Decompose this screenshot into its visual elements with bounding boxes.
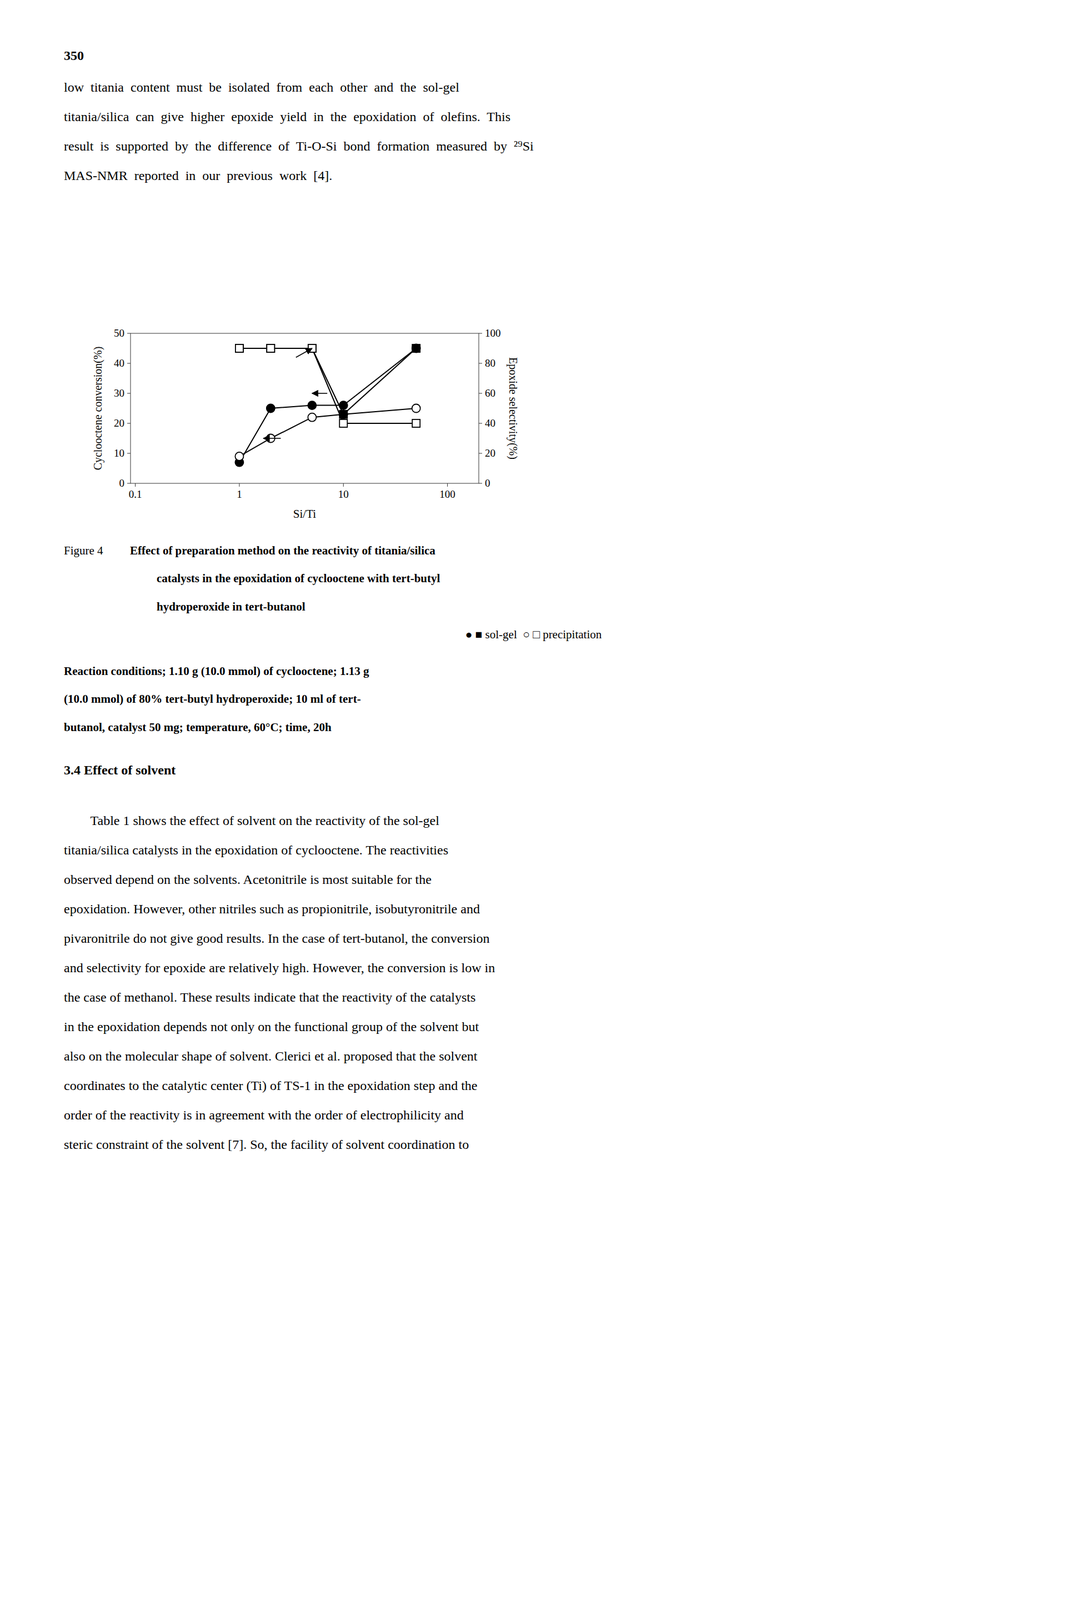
data-point [412,419,420,428]
conditions-text: Reaction conditions; 1.10 g (10.0 mmol) … [63,664,370,678]
caption-text: catalysts in the epoxidation of cyclooct… [156,571,441,585]
body-text: pivaronitrile do not give good results. … [63,930,490,946]
data-point [412,344,421,353]
x-tick [343,483,344,487]
y2-tick [478,363,483,364]
y2-axis-label: Epoxide selectivity(%) [506,357,520,460]
y-tick-label: 20 [113,417,125,429]
y-tick [127,423,131,424]
y2-tick-label: 0 [484,477,491,489]
data-point [266,344,275,353]
y-tick [127,363,131,364]
y2-tick [478,393,483,394]
body-text: epoxidation. However, other nitriles suc… [63,901,480,916]
body-text: MAS-NMR reported in our previous work [4… [63,168,333,183]
x-axis-label: Si/Ti [293,507,317,521]
x-tick-label: 0.1 [128,488,143,500]
data-point [412,404,421,413]
x-tick-label: 10 [338,488,349,500]
body-text: and selectivity for epoxide are relative… [63,960,495,975]
conditions-text: (10.0 mmol) of 80% tert-butyl hydroperox… [63,692,362,706]
plot-frame [130,333,479,484]
y-tick [127,453,131,454]
y2-tick [478,333,483,334]
annotation-arrow [263,437,281,439]
caption-text: Effect of preparation method on the reac… [129,543,436,558]
y-tick-label: 40 [113,357,125,369]
y-tick-label: 30 [113,387,125,399]
y2-tick [478,423,483,424]
y2-tick-label: 80 [484,357,496,369]
body-text: result is supported by the difference of… [63,138,534,154]
series-line [239,348,417,463]
annotation-arrow [296,348,313,358]
y2-tick-label: 60 [484,387,496,399]
y-tick-label: 10 [113,447,125,459]
data-point [266,404,275,413]
data-point [412,344,420,353]
section-header: 3.4 Effect of solvent [63,762,176,778]
body-text: in the epoxidation depends not only on t… [63,1019,480,1034]
data-point [234,452,244,461]
body-text: steric constraint of the solvent [7]. So… [63,1136,469,1152]
y2-tick-label: 100 [484,327,502,339]
body-text: low titania content must be isolated fro… [63,79,460,95]
annotation-arrow [312,392,328,394]
series-line [239,408,417,457]
data-point [339,419,348,428]
x-tick [238,483,240,487]
y-tick [127,333,131,334]
x-tick-label: 100 [439,488,456,500]
y2-tick [478,483,483,484]
data-point [307,401,317,410]
y-tick [127,393,131,394]
series-line [239,348,417,424]
x-tick [447,483,448,487]
body-text: titania/silica can give higher epoxide y… [63,109,511,124]
y-tick-label: 50 [113,327,125,339]
y-tick-label: 0 [119,477,125,489]
caption-text: hydroperoxide in tert-butanol [156,599,306,614]
y-tick [127,483,131,484]
figure-label: Figure 4 [63,543,104,558]
body-text: also on the molecular shape of solvent. … [63,1048,478,1064]
chart: 0.1 1 10 100 0 10 20 30 40 50 0 20 40 60 80 100 Si/Ti Cyc… [91,327,520,521]
body-text: coordinates to the catalytic center (Ti)… [63,1078,478,1093]
y2-tick-label: 20 [484,447,496,459]
y2-tick [478,453,483,454]
y-axis-label: Cyclooctene conversion(%) [91,346,105,471]
x-tick [134,483,136,487]
plot-data [234,344,420,467]
legend-text: ● ■ sol-gel ○ □ precipitation [465,627,603,641]
page: 350 low titania content must be isolated … [0,0,1067,1600]
conditions-text: butanol, catalyst 50 mg; temperature, 60… [63,720,332,734]
x-tick-label: 1 [236,488,243,500]
data-point [266,344,275,353]
data-point [307,413,317,422]
page-number: 350 [63,48,84,63]
series-line [239,348,417,415]
y2-tick-label: 40 [484,417,496,429]
body-text: titania/silica catalysts in the epoxidat… [63,842,449,858]
body-text: the case of methanol. These results indi… [63,989,476,1005]
body-text: observed depend on the solvents. Acetoni… [63,872,432,887]
body-text: order of the reactivity is in agreement … [63,1107,464,1122]
body-text: Table 1 shows the effect of solvent on t… [63,813,440,828]
data-point [235,344,244,353]
data-point [235,344,244,353]
